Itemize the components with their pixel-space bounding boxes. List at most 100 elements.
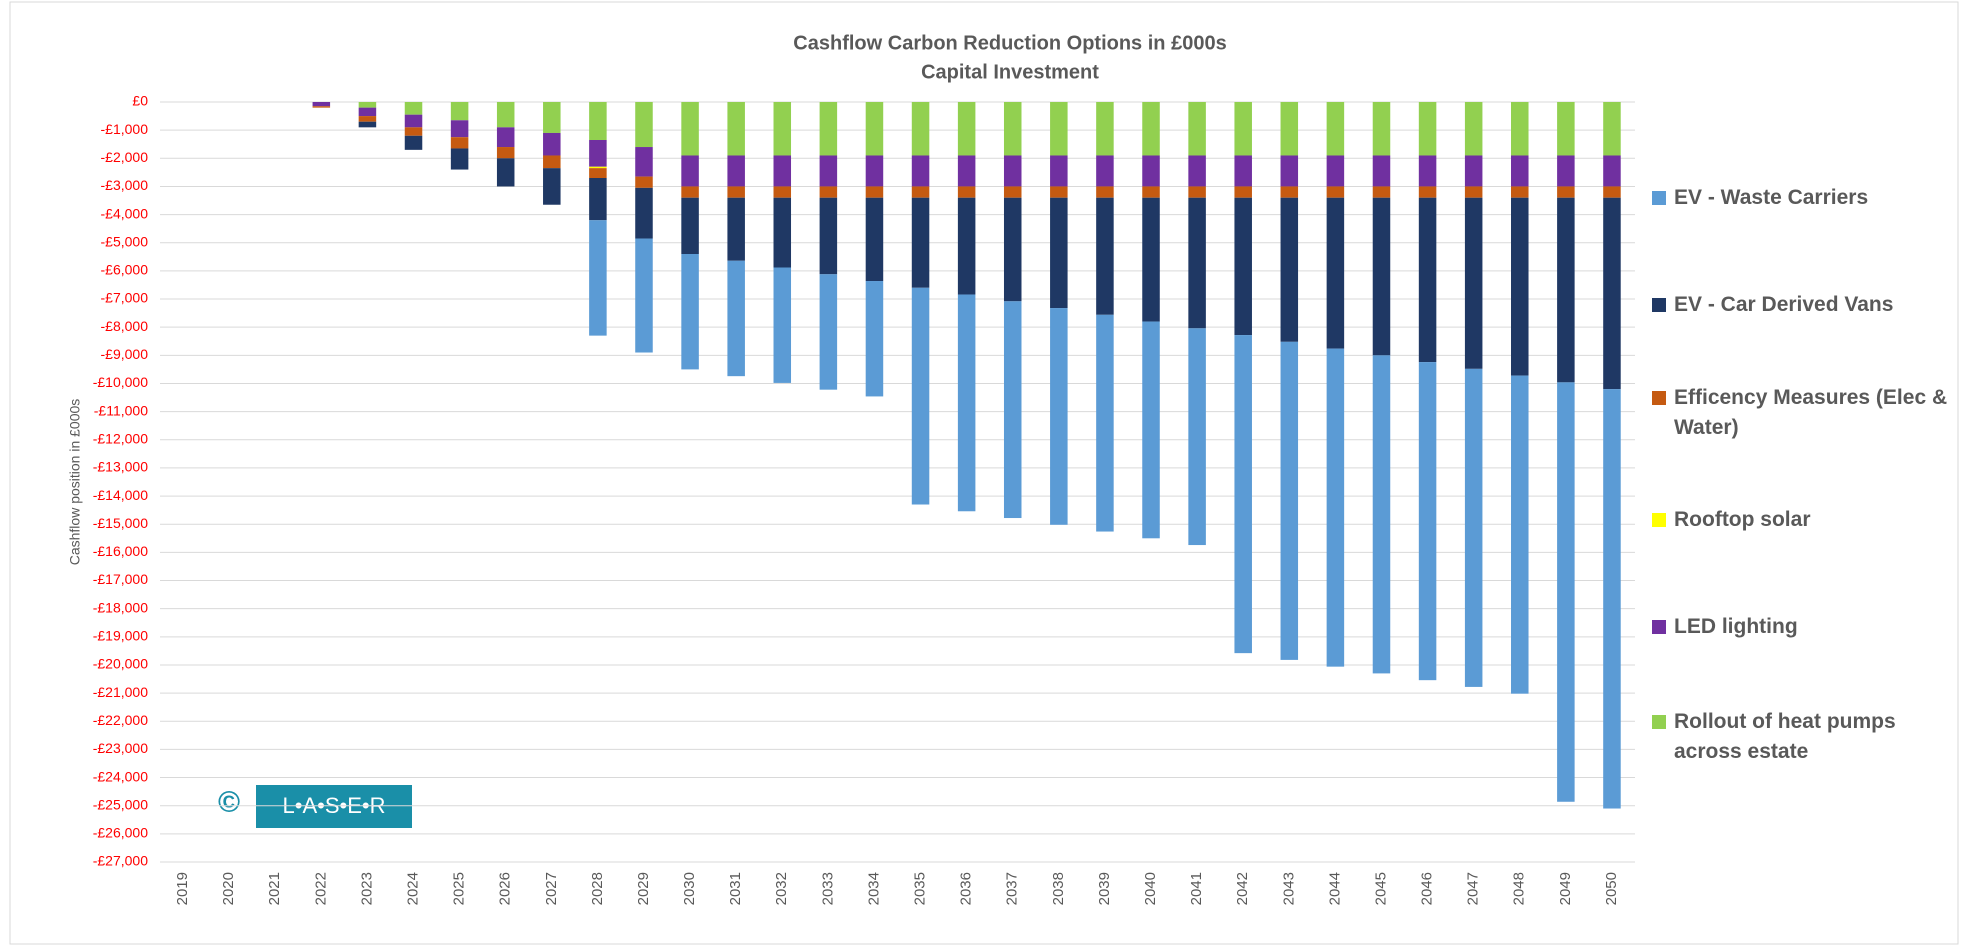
x-tick-label: 2030 — [681, 872, 698, 905]
bar-segment — [1511, 155, 1529, 187]
x-tick-label: 2022 — [312, 872, 329, 905]
bar-segment — [1418, 362, 1437, 681]
bar-segment — [1188, 186, 1206, 198]
x-tick-label: 2026 — [497, 872, 514, 905]
legend-swatch — [1652, 513, 1666, 527]
chart-title: Cashflow Carbon Reduction Options in £00… — [793, 32, 1226, 54]
legend-swatch — [1652, 620, 1666, 634]
x-tick-label: 2025 — [451, 872, 468, 905]
bar-segment — [1418, 197, 1437, 363]
bar-segment — [1557, 197, 1575, 383]
bar-segment — [404, 135, 423, 150]
bar-segment — [1326, 348, 1345, 667]
bar-segment — [1372, 186, 1391, 198]
bar-segment — [1003, 301, 1022, 519]
bar-segment — [404, 102, 423, 115]
legend-swatch — [1652, 715, 1666, 729]
legend-item: Rollout of heat pumps across estate — [1652, 707, 1952, 767]
x-tick-label: 2036 — [958, 872, 975, 905]
x-tick-label: 2038 — [1050, 872, 1067, 905]
legend-label: Rollout of heat pumps across estate — [1674, 710, 1896, 763]
bar-segment — [1096, 197, 1114, 315]
bar-segment — [589, 140, 607, 167]
legend-item: LED lighting — [1652, 612, 1952, 642]
x-tick-label: 2024 — [404, 872, 421, 905]
bar-segment — [1142, 102, 1160, 156]
bar-segment — [1603, 197, 1621, 390]
bar-segment — [1234, 197, 1252, 336]
y-tick-label: -£2,000 — [101, 149, 149, 165]
bar-segment — [1096, 314, 1114, 532]
bar-segment — [1603, 102, 1621, 156]
bar-segment — [450, 148, 469, 170]
bar-segment — [1234, 186, 1252, 198]
legend-item: Rooftop solar — [1652, 505, 1952, 535]
bar-segment — [1142, 321, 1160, 539]
bar-segment — [911, 197, 930, 288]
y-tick-label: -£27,000 — [93, 853, 148, 869]
bar-segment — [404, 127, 423, 136]
bar-segment — [358, 102, 377, 108]
bar-segment — [1280, 186, 1299, 198]
x-tick-label: 2048 — [1511, 872, 1528, 905]
x-tick-label: 2039 — [1096, 872, 1113, 905]
bar-segment — [1418, 186, 1437, 198]
bar-segment — [450, 137, 469, 149]
bar-segment — [589, 168, 607, 178]
bar-segment — [1557, 382, 1575, 802]
bar-segment — [1372, 355, 1391, 674]
logo-box — [256, 785, 412, 828]
bar-segment — [1188, 328, 1206, 546]
bar-segment — [635, 176, 653, 188]
legend-item: EV - Car Derived Vans — [1652, 290, 1952, 320]
x-tick-label: 2050 — [1603, 872, 1620, 905]
bar-segment — [1188, 155, 1206, 187]
bar-segment — [1372, 102, 1391, 156]
bar-segment — [1050, 308, 1068, 525]
bar-segment — [1557, 155, 1575, 187]
bar-segment — [1003, 155, 1022, 187]
bar-segment — [1603, 389, 1621, 809]
bar-segment — [1326, 102, 1345, 156]
legend-item: EV - Waste Carriers — [1652, 183, 1952, 213]
bar-segment — [1096, 155, 1114, 187]
bar-segment — [1050, 102, 1068, 156]
bar-segment — [1511, 186, 1529, 198]
bar-segment — [450, 120, 469, 138]
bar-segment — [819, 155, 838, 187]
bar-segment — [911, 287, 930, 505]
y-tick-label: -£5,000 — [101, 233, 149, 249]
bar-segment — [865, 281, 884, 397]
bar-segment — [773, 267, 792, 383]
bar-segment — [543, 155, 561, 169]
bar-segment — [635, 102, 653, 148]
bar-segment — [681, 197, 699, 254]
bar-segment — [911, 102, 930, 156]
bar-segment — [1372, 197, 1391, 356]
bar-segment — [1511, 197, 1529, 376]
y-tick-label: -£16,000 — [93, 543, 148, 559]
bar-segment — [819, 102, 838, 156]
y-tick-label: -£7,000 — [101, 290, 149, 306]
x-tick-label: 2033 — [819, 872, 836, 905]
x-tick-label: 2037 — [1004, 872, 1021, 905]
y-tick-label: -£4,000 — [101, 205, 149, 221]
bar-segment — [543, 132, 561, 156]
bar-segment — [358, 121, 377, 128]
bar-segment — [1234, 155, 1252, 187]
bar-segment — [681, 254, 699, 370]
x-tick-label: 2035 — [912, 872, 929, 905]
bar-segment — [1418, 155, 1437, 187]
bar-segment — [957, 294, 976, 512]
logo-symbol: © — [218, 786, 240, 819]
bar-segment — [1142, 197, 1160, 322]
bar-segment — [1142, 155, 1160, 187]
bar-segment — [865, 155, 884, 187]
bar-segment — [589, 102, 607, 140]
legend-swatch — [1652, 391, 1666, 405]
bar-segment — [450, 102, 469, 121]
x-tick-label: 2031 — [727, 872, 744, 905]
x-tick-label: 2029 — [635, 872, 652, 905]
